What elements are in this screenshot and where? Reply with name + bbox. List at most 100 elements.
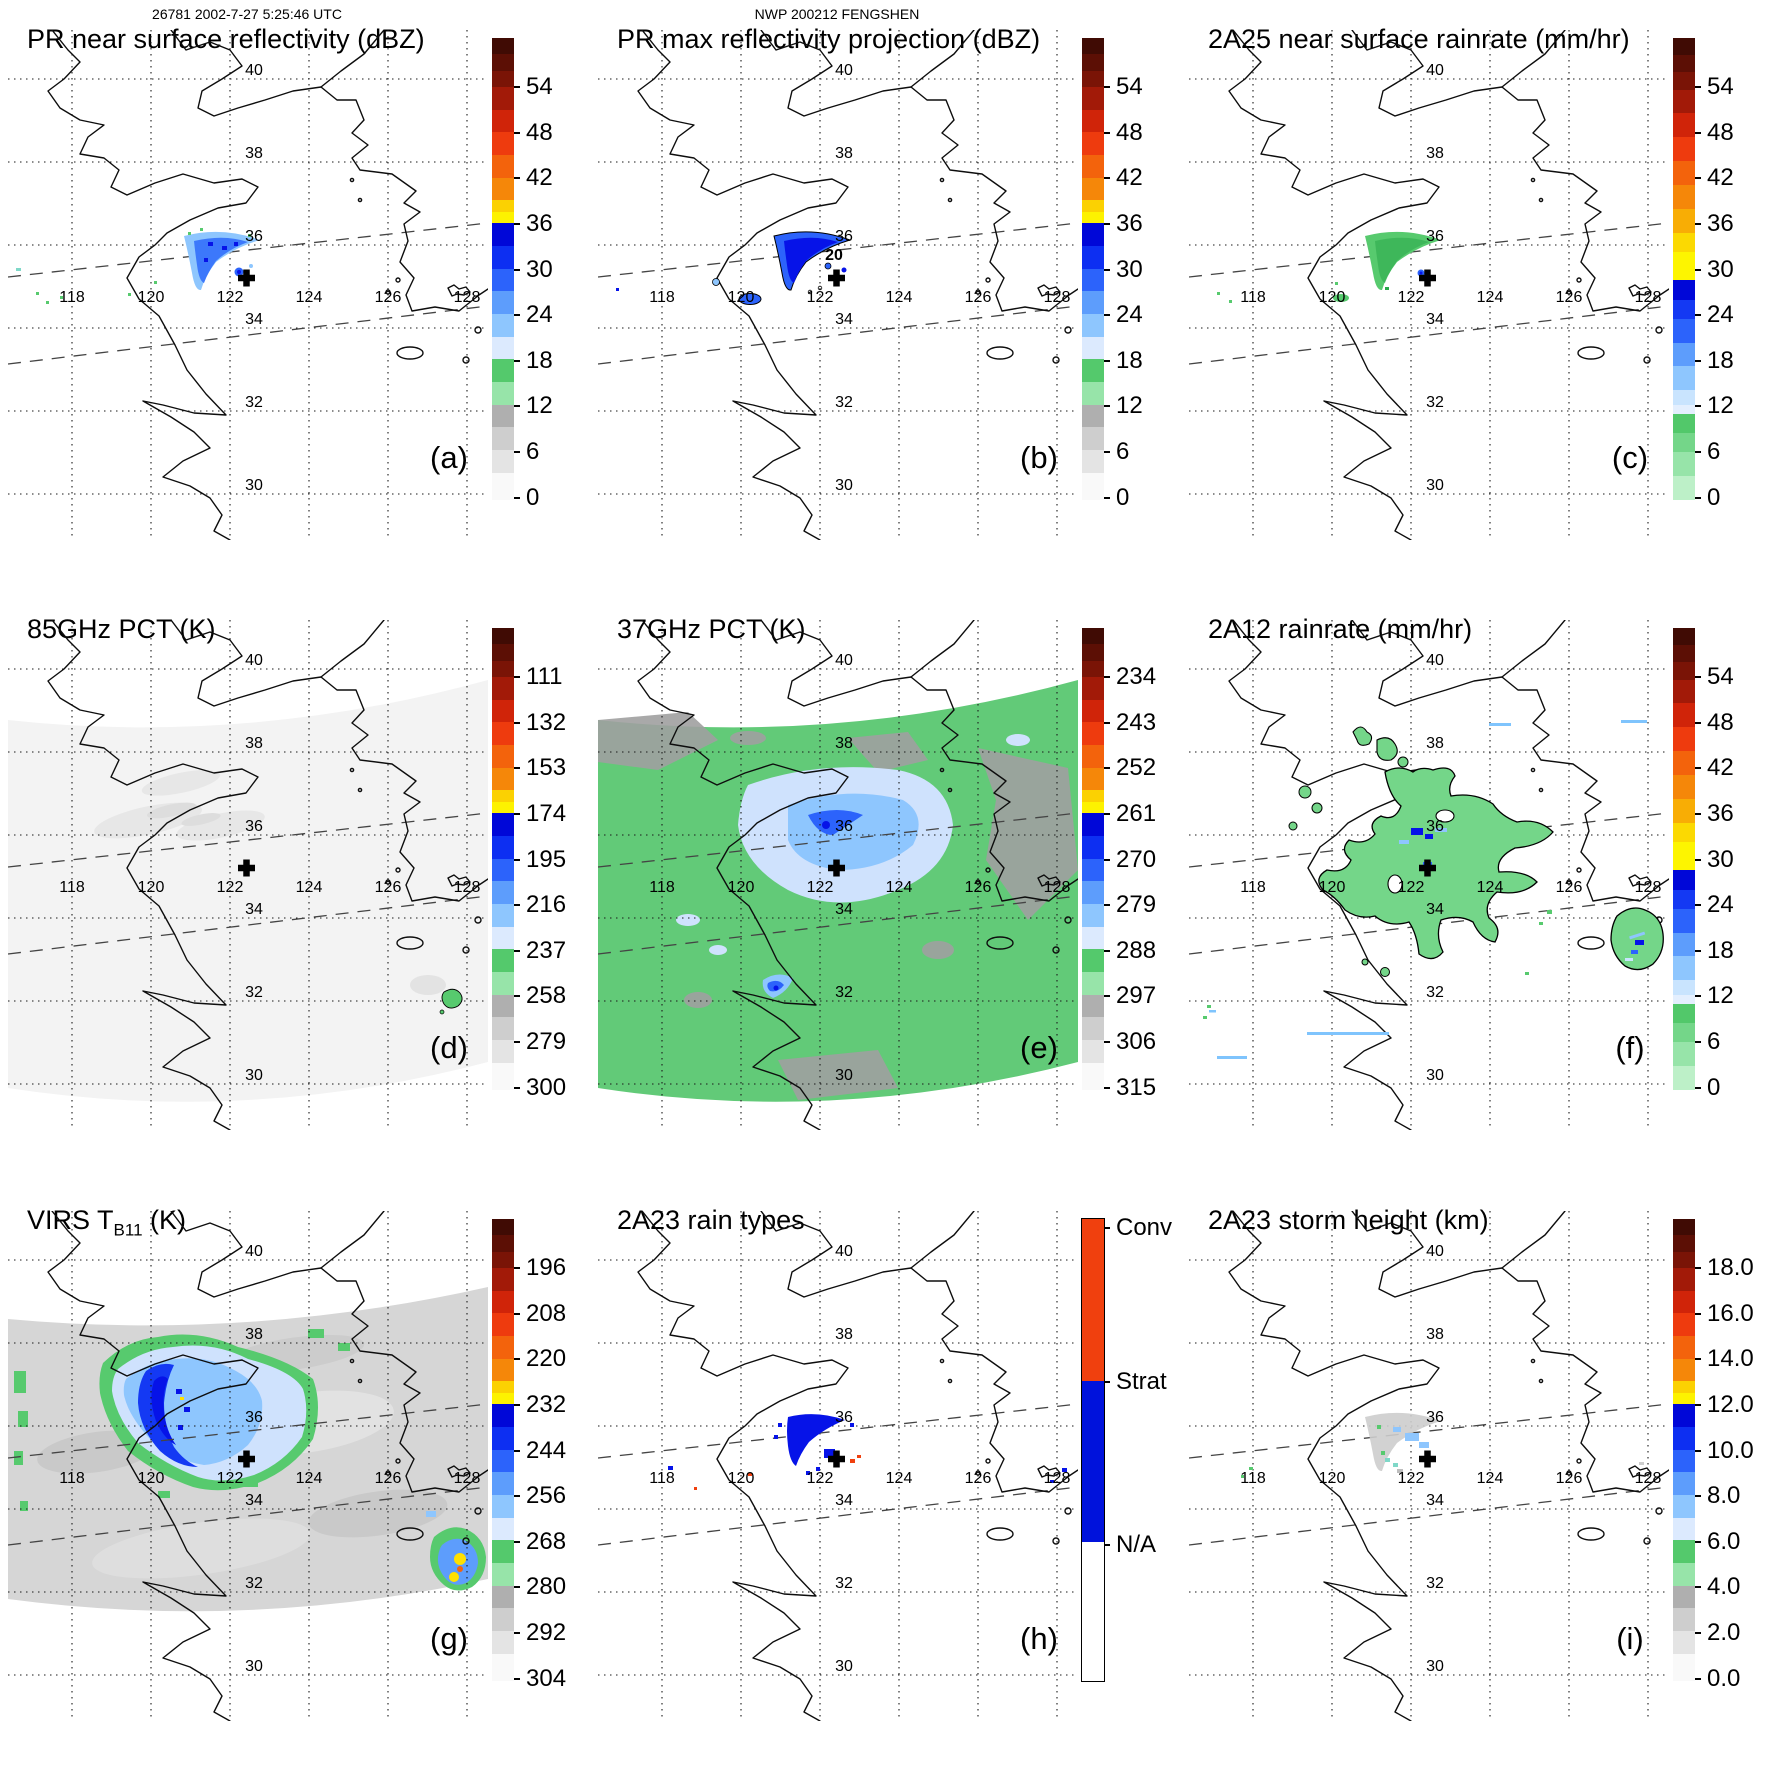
- lat-label: 30: [835, 477, 853, 494]
- colorbar-segment: [1673, 72, 1695, 90]
- colorbar-segment: [1082, 813, 1104, 836]
- colorbar-segment: [1082, 200, 1104, 212]
- geo-labels: 118 120 122 124 126 128 40 38 36 34 32 30: [1240, 1243, 1661, 1675]
- colorbar-tick-label: 174: [526, 799, 567, 827]
- colorbar-segment: [1082, 628, 1104, 645]
- colorbar-tick: 12: [514, 392, 553, 419]
- colorbar-tick: 12: [1695, 392, 1734, 419]
- colorbar-segment: [1673, 390, 1695, 405]
- colorbar-segment: [1673, 1585, 1695, 1609]
- lon-label: 126: [1556, 879, 1583, 896]
- colorbar-tick-label: 36: [526, 209, 553, 237]
- colorbar-tick-label: 280: [526, 1573, 567, 1601]
- colorbar-segment: [492, 70, 514, 88]
- colorbar-tick-label: 270: [1116, 845, 1157, 873]
- lon-label: 118: [1240, 289, 1266, 306]
- colorbar-segment: [1673, 342, 1695, 367]
- colorbar-tick: 24: [1695, 301, 1734, 328]
- colorbar-segment: [492, 336, 514, 360]
- colorbar-tick: 279: [1104, 891, 1156, 918]
- colorbar-segment: [492, 155, 514, 178]
- colorbar-segment: [1082, 790, 1104, 802]
- colorbar-tick: 12: [1695, 982, 1734, 1009]
- colorbar-tick-label: 30: [1116, 255, 1143, 283]
- geo-labels: 118 120 122 124 126 128 40 38 36 34 32 30: [649, 1243, 1070, 1675]
- colorbar-segment: [492, 971, 514, 995]
- colorbar-tick-label: 36: [1707, 799, 1734, 827]
- colorbar-tick-label: 6: [1116, 438, 1130, 466]
- colorbar-tick: 48: [1695, 709, 1734, 736]
- colorbar-segment: [1082, 767, 1104, 791]
- colorbar-segment: [492, 1290, 514, 1314]
- colorbar-segment: [1673, 798, 1695, 823]
- colorbar-segment: [492, 926, 514, 950]
- lat-label: 40: [1426, 1243, 1444, 1260]
- colorbar-segment: [492, 1358, 514, 1382]
- colorbar-tick-label: 0: [1116, 483, 1130, 511]
- colorbar-segment: [1082, 881, 1104, 904]
- colorbar-segment: [492, 722, 514, 746]
- colorbar-tick: 111: [514, 663, 562, 690]
- colorbar-tick: 288: [1104, 937, 1156, 964]
- lat-label: 40: [835, 652, 853, 669]
- colorbar-segment: [1673, 870, 1695, 890]
- lon-label: 128: [454, 879, 481, 896]
- colorbar-tick: 243: [1104, 709, 1156, 736]
- colorbar-tick: 48: [1695, 119, 1734, 146]
- colorbar-segment: [492, 268, 514, 292]
- orbit-header: 26781 2002-7-27 5:25:46 UTC: [152, 6, 342, 22]
- colorbar-segment: [1673, 208, 1695, 233]
- map-85ghz-pct: 118 120 122 124 126 128 40 38 36 34 32 30: [8, 620, 488, 1130]
- colorbar-tick: 306: [1104, 1028, 1156, 1055]
- colorbar-segment: [1673, 1449, 1695, 1473]
- colorbar-tick: 220: [514, 1345, 566, 1372]
- colorbar-segment: [1673, 1608, 1695, 1632]
- colorbar-tick-label: 18.0: [1707, 1253, 1754, 1281]
- colorbar-tick: 0: [1104, 483, 1130, 511]
- colorbar-segment: [1082, 994, 1104, 1018]
- colorbar-tick: 18: [514, 347, 553, 374]
- colorbar-segment: [1673, 404, 1695, 415]
- lon-label: 126: [965, 1470, 992, 1487]
- lon-label: 124: [886, 1470, 913, 1487]
- colorbar-segment: [1082, 1040, 1104, 1063]
- colorbar-tick-label: 30: [1707, 255, 1734, 283]
- colorbar-segment: [1673, 1426, 1695, 1450]
- lat-label: 30: [245, 1658, 263, 1675]
- colorbar-segment: [492, 223, 514, 246]
- colorbar-tick-label: 268: [526, 1527, 567, 1555]
- lon-label: 120: [1319, 1470, 1346, 1487]
- rain-area-overlay: [1203, 720, 1664, 1059]
- colorbar-segment: [1673, 994, 1695, 1005]
- colorbar-segment: [492, 1062, 514, 1090]
- map-annotation: 20: [825, 247, 843, 264]
- lon-label: 118: [649, 1470, 675, 1487]
- colorbar-tick: 12.0: [1695, 1391, 1754, 1418]
- colorbar-tick: 12: [1104, 392, 1143, 419]
- colorbar-tick-label: 195: [526, 845, 567, 873]
- colorbar-segment: [1082, 177, 1104, 201]
- lat-label: 34: [1426, 1492, 1444, 1509]
- lon-label: 122: [217, 289, 244, 306]
- colorbar-segment: [1673, 185, 1695, 209]
- geo-labels: 118 120 122 124 126 128 40 38 36 34 32 30: [1240, 62, 1661, 494]
- colorbar-segment: [1082, 291, 1104, 314]
- map-rainrate-2a12: 118 120 122 124 126 128 40 38 36 34 32 30: [1189, 620, 1669, 1130]
- lat-label: 36: [835, 818, 853, 835]
- colorbar-tick: 252: [1104, 754, 1156, 781]
- colorbar-segment: [492, 660, 514, 678]
- colorbar-tick: 30: [1104, 255, 1143, 283]
- colorbar-segment: [492, 1268, 514, 1291]
- colorbar-tick-label: 30: [526, 255, 553, 283]
- colorbar-tick: 8.0: [1695, 1482, 1740, 1509]
- colorbar: [1082, 628, 1104, 1090]
- colorbar-segment: [1673, 1381, 1695, 1393]
- lon-label: 122: [1398, 289, 1425, 306]
- lat-label: 36: [245, 818, 263, 835]
- colorbar-segment: [492, 87, 514, 110]
- lat-label: 40: [245, 652, 263, 669]
- lat-label: 40: [245, 1243, 263, 1260]
- lat-label: 34: [245, 311, 263, 328]
- colorbar-tick-label: 4.0: [1707, 1573, 1741, 1601]
